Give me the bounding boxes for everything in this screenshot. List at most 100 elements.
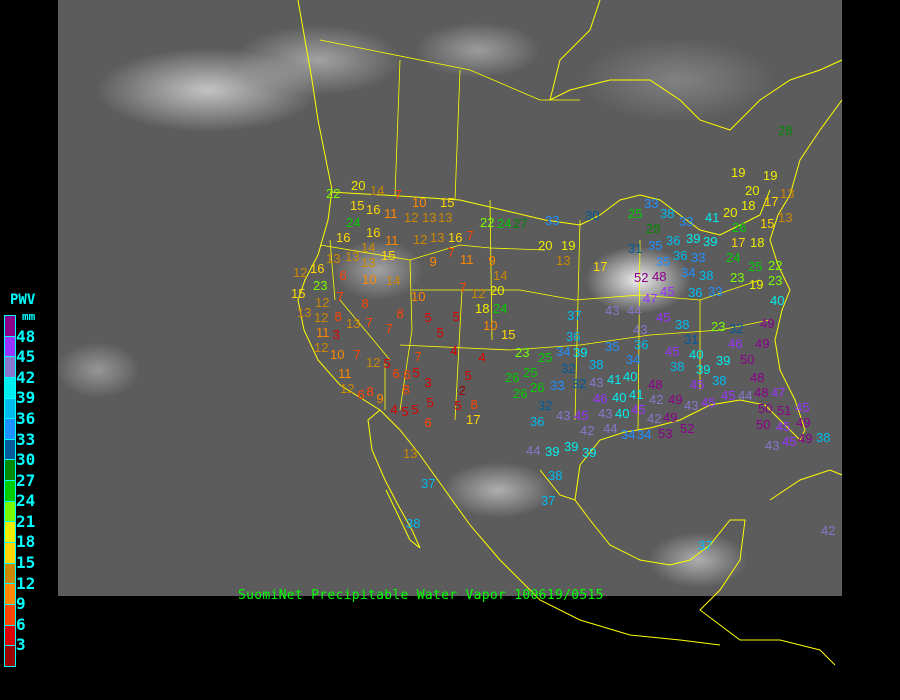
station-pwv-label: 39 (545, 443, 560, 459)
legend-tick-label: 3 (16, 635, 26, 655)
station-pwv-label: 38 (699, 267, 714, 283)
station-pwv-label: 19 (749, 276, 764, 292)
station-pwv-label: 26 (505, 369, 520, 385)
station-pwv-label: 13 (297, 304, 312, 320)
station-pwv-label: 50 (758, 400, 773, 416)
station-pwv-label: 13 (361, 254, 376, 270)
station-pwv-label: 9 (488, 252, 496, 268)
station-pwv-label: 15 (501, 326, 516, 342)
station-pwv-label: 5 (412, 364, 420, 380)
station-pwv-label: 46 (728, 335, 743, 351)
station-pwv-label: 50 (756, 416, 771, 432)
station-pwv-label: 45 (690, 376, 705, 392)
station-pwv-label: 5 (401, 403, 409, 419)
station-pwv-label: 36 (634, 336, 649, 352)
station-pwv-label: 5 (436, 324, 444, 340)
station-pwv-label: 43 (605, 302, 620, 318)
station-pwv-label: 15 (760, 215, 775, 231)
station-pwv-label: 37 (421, 475, 436, 491)
legend-swatch (5, 336, 15, 358)
station-pwv-label: 19 (731, 164, 746, 180)
station-pwv-label: 7 (466, 227, 474, 243)
station-pwv-label: 10 (330, 346, 345, 362)
baja-coastline (367, 409, 421, 549)
station-pwv-label: 45 (665, 343, 680, 359)
station-pwv-label: 45 (776, 418, 791, 434)
legend-swatch (5, 604, 15, 626)
legend-swatch (5, 398, 15, 420)
station-pwv-label: 25 (523, 364, 538, 380)
station-pwv-label: 42 (580, 422, 595, 438)
legend-title: PWV (10, 292, 36, 308)
station-pwv-label: 44 (627, 302, 642, 318)
cuba-outline (769, 469, 843, 501)
station-pwv-label: 14 (370, 182, 385, 198)
legend-tick-label: 12 (16, 573, 36, 593)
legend-swatch (5, 439, 15, 461)
station-pwv-label: 28 (778, 122, 793, 138)
legend-unit: mm (22, 310, 36, 323)
map-caption: SuomiNet Precipitable Water Vapor 100619… (238, 588, 604, 603)
station-pwv-label: 13 (430, 229, 445, 245)
station-pwv-label: 22 (768, 257, 783, 273)
station-pwv-label: 13 (778, 209, 793, 225)
station-pwv-label: 16 (366, 201, 381, 217)
station-pwv-label: 37 (567, 307, 582, 323)
station-pwv-label: 25 (748, 258, 763, 274)
station-pwv-label: 6 (357, 386, 365, 402)
station-pwv-label: 44 (603, 420, 618, 436)
station-pwv-label: 11 (338, 365, 352, 381)
station-pwv-label: 17 (466, 411, 481, 427)
station-pwv-label: 13 (422, 209, 437, 225)
station-pwv-label: 33 (550, 377, 565, 393)
station-pwv-label: 19 (561, 237, 576, 253)
station-pwv-label: 45 (656, 309, 671, 325)
station-pwv-label: 14 (386, 272, 401, 288)
station-pwv-label: 50 (740, 351, 755, 367)
station-pwv-label: 40 (612, 389, 627, 405)
station-pwv-label: 5 (464, 367, 472, 383)
station-pwv-label: 7 (414, 348, 422, 364)
station-pwv-label: 34 (621, 426, 636, 442)
station-pwv-label: 44 (526, 442, 541, 458)
station-pwv-label: 12 (315, 294, 330, 310)
station-pwv-label: 9 (429, 253, 437, 269)
station-pwv-label: 13 (345, 248, 360, 264)
station-pwv-label: 31 (684, 331, 699, 347)
station-pwv-label: 38 (670, 358, 685, 374)
station-pwv-label: 38 (660, 205, 675, 221)
station-pwv-label: 5 (426, 394, 434, 410)
station-pwv-label: 32 (572, 375, 587, 391)
station-pwv-label: 6 (339, 267, 347, 283)
legend-swatch (5, 419, 15, 440)
station-pwv-label: 7 (336, 288, 344, 304)
legend-tick-label: 45 (16, 347, 36, 367)
station-pwv-label: 13 (326, 250, 341, 266)
station-pwv-label: 41 (629, 386, 644, 402)
station-pwv-label: 20 (538, 237, 553, 253)
station-pwv-label: 10 (483, 317, 498, 333)
station-pwv-label: 49 (798, 430, 813, 446)
legend-swatch (5, 543, 15, 564)
station-pwv-label: 45 (721, 387, 736, 403)
station-pwv-label: 40 (770, 292, 785, 308)
station-pwv-label: 36 (530, 413, 545, 429)
station-pwv-label: 48 (652, 268, 667, 284)
station-pwv-label: 41 (705, 209, 720, 225)
station-pwv-label: 23 (313, 277, 328, 293)
station-pwv-label: 7 (365, 314, 373, 330)
station-pwv-label: 42 (649, 391, 664, 407)
station-pwv-label: 42 (821, 522, 836, 538)
station-pwv-label: 28 (646, 220, 661, 236)
station-pwv-label: 2 (458, 382, 466, 398)
station-pwv-label: 44 (738, 387, 753, 403)
station-pwv-label: 23 (730, 269, 745, 285)
station-pwv-label: 7 (459, 279, 467, 295)
station-pwv-label: 22 (480, 214, 495, 230)
station-pwv-label: 43 (684, 397, 699, 413)
west-coastline (297, 0, 381, 411)
station-pwv-label: 15 (381, 247, 396, 263)
station-pwv-label: 13 (556, 252, 571, 268)
station-pwv-label: 16 (336, 229, 351, 245)
